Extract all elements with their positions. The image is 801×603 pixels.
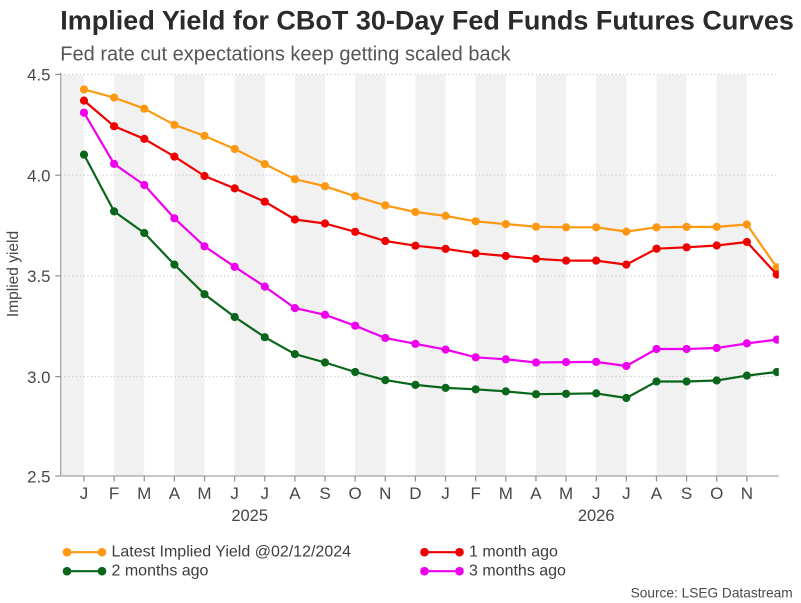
- svg-text:2 months ago: 2 months ago: [112, 563, 209, 580]
- svg-text:N: N: [741, 484, 753, 503]
- svg-text:3 months ago: 3 months ago: [469, 563, 566, 580]
- svg-text:F: F: [470, 484, 480, 503]
- svg-text:A: A: [289, 484, 301, 503]
- svg-text:O: O: [349, 484, 362, 503]
- svg-text:2.5: 2.5: [27, 467, 50, 486]
- svg-text:Implied yield: Implied yield: [5, 231, 22, 317]
- svg-text:D: D: [409, 484, 421, 503]
- svg-text:M: M: [197, 484, 211, 503]
- svg-text:J: J: [80, 484, 89, 503]
- svg-text:M: M: [559, 484, 573, 503]
- svg-text:Fed rate cut expectations keep: Fed rate cut expectations keep getting s…: [60, 44, 511, 66]
- svg-text:J: J: [592, 484, 601, 503]
- svg-text:S: S: [319, 484, 330, 503]
- svg-text:1 month ago: 1 month ago: [469, 544, 558, 561]
- svg-text:N: N: [379, 484, 391, 503]
- svg-text:Latest Implied Yield @02/12/20: Latest Implied Yield @02/12/2024: [112, 544, 352, 561]
- svg-text:M: M: [137, 484, 151, 503]
- svg-text:J: J: [230, 484, 239, 503]
- svg-text:A: A: [169, 484, 181, 503]
- svg-text:4.0: 4.0: [27, 167, 50, 186]
- svg-text:S: S: [681, 484, 692, 503]
- svg-text:4.5: 4.5: [27, 66, 50, 85]
- svg-text:A: A: [651, 484, 663, 503]
- svg-text:Source: LSEG Datastream: Source: LSEG Datastream: [631, 585, 793, 600]
- svg-text:J: J: [622, 484, 631, 503]
- svg-text:3.0: 3.0: [27, 368, 50, 387]
- svg-text:3.5: 3.5: [27, 267, 50, 286]
- svg-text:F: F: [109, 484, 119, 503]
- svg-text:2026: 2026: [578, 507, 615, 525]
- svg-text:J: J: [441, 484, 450, 503]
- svg-text:O: O: [710, 484, 723, 503]
- svg-text:M: M: [499, 484, 513, 503]
- svg-text:A: A: [530, 484, 542, 503]
- svg-text:J: J: [261, 484, 270, 503]
- svg-text:2025: 2025: [231, 507, 268, 525]
- svg-text:Implied Yield for CBoT 30-Day: Implied Yield for CBoT 30-Day Fed Funds …: [60, 6, 794, 36]
